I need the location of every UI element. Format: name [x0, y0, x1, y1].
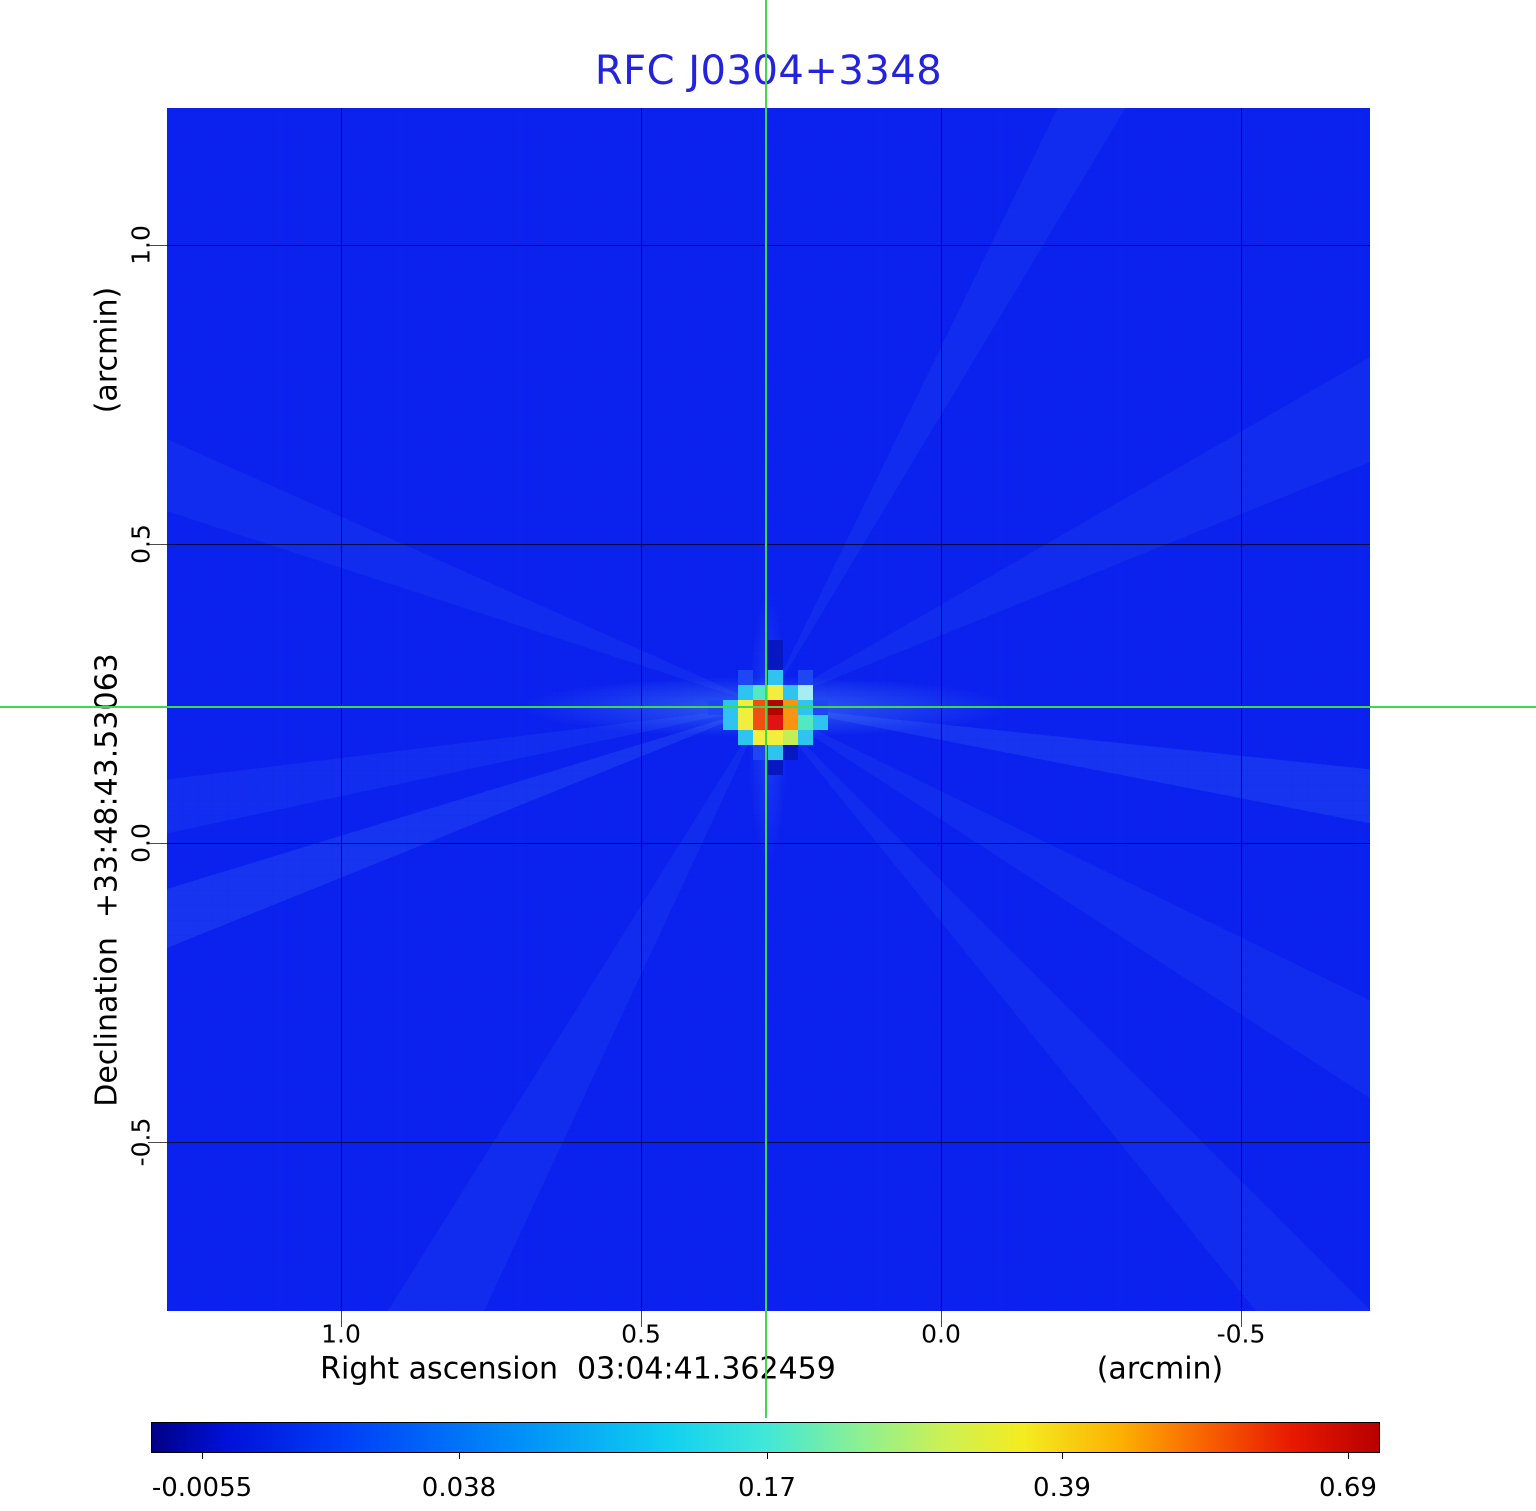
x-tick-label: 1.0 — [321, 1319, 361, 1349]
source-pixel — [768, 670, 783, 685]
x-tick-label: -0.5 — [1216, 1319, 1266, 1349]
source-pixel — [738, 685, 753, 700]
source-pixel — [738, 670, 753, 685]
source-pixel — [813, 715, 828, 730]
sky-map-image — [167, 108, 1370, 1311]
x-gridline — [341, 108, 342, 1327]
colorbar-tick — [767, 1453, 768, 1459]
source-pixel — [738, 730, 753, 745]
y-gridline — [148, 1142, 1370, 1143]
y-tick-label: 1.0 — [126, 225, 156, 265]
source-pixel — [753, 685, 768, 700]
source-pixel — [768, 640, 783, 655]
source-pixel — [753, 715, 768, 730]
source-pixel — [798, 715, 813, 730]
crosshair-vertical-line — [765, 0, 767, 1418]
x-tick-label: 0.0 — [921, 1319, 961, 1349]
source-pixel — [768, 760, 783, 775]
colorbar-tick-label: 0.39 — [1033, 1473, 1091, 1503]
y-axis-unit-label: (arcmin) — [89, 286, 125, 414]
y-tick-label: 0.0 — [126, 823, 156, 863]
source-pixel — [783, 715, 798, 730]
y-tick-label: 0.5 — [126, 524, 156, 564]
source-pixel — [738, 715, 753, 730]
colorbar-tick-label: 0.69 — [1319, 1473, 1377, 1503]
x-gridline — [641, 108, 642, 1327]
source-pixel — [783, 685, 798, 700]
source-pixel — [768, 745, 783, 760]
plot-title: RFC J0304+3348 — [594, 48, 943, 94]
source-pixel — [768, 715, 783, 730]
colorbar-tick-label: -0.0055 — [151, 1473, 253, 1503]
y-tick-label: -0.5 — [126, 1117, 156, 1167]
x-tick-label: 0.5 — [621, 1319, 661, 1349]
colorbar-tick-label: 0.038 — [421, 1473, 497, 1503]
colorbar-tick — [459, 1453, 460, 1459]
source-pixel — [768, 655, 783, 670]
y-gridline — [148, 245, 1370, 246]
source-pixel — [798, 730, 813, 745]
source-pixel — [798, 685, 813, 700]
colorbar-tick — [202, 1453, 203, 1459]
y-axis-label: Declination +33:48:43.53063 — [89, 653, 125, 1107]
x-axis-label: Right ascension 03:04:41.362459 — [320, 1351, 836, 1387]
colorbar-tick-label: 0.17 — [738, 1473, 796, 1503]
y-gridline — [148, 544, 1370, 545]
source-pixel — [783, 745, 798, 760]
source-pixel — [753, 730, 768, 745]
x-gridline — [1241, 108, 1242, 1327]
source-pixel — [768, 685, 783, 700]
colorbar — [151, 1422, 1380, 1453]
x-gridline — [941, 108, 942, 1327]
x-axis-unit-label: (arcmin) — [1096, 1351, 1224, 1387]
source-pixel — [753, 745, 768, 760]
colorbar-tick — [1348, 1453, 1349, 1459]
source-pixel — [768, 730, 783, 745]
source-pixel — [783, 730, 798, 745]
source-pixel — [723, 715, 738, 730]
y-gridline — [148, 843, 1370, 844]
crosshair-horizontal-line — [0, 706, 1536, 708]
source-pixel — [798, 670, 813, 685]
colorbar-tick — [1062, 1453, 1063, 1459]
